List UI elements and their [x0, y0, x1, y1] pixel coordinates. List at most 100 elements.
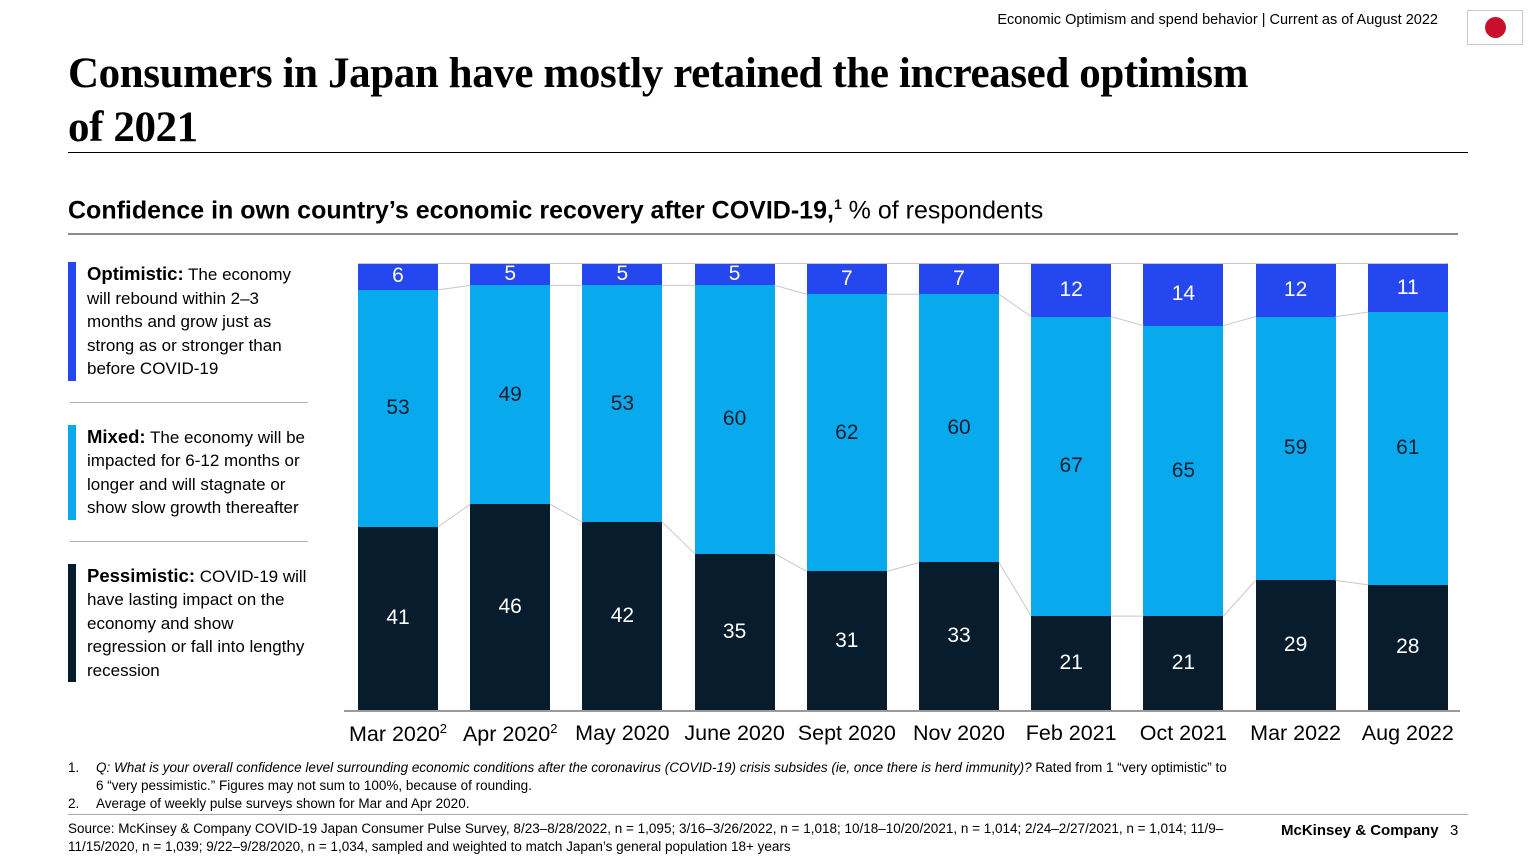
- legend-desc-mixed: The economy will be impacted for 6-12 mo…: [87, 427, 305, 518]
- segment-value: 65: [1171, 458, 1196, 482]
- segment-mixed: 49: [470, 285, 551, 505]
- legend-desc-pessimistic: COVID-19 will have lasting impact on the…: [87, 566, 307, 680]
- segment-optimistic: 7: [806, 263, 887, 295]
- segment-value: 6: [392, 264, 404, 288]
- segment-value: 7: [953, 266, 965, 290]
- japan-flag-icon: [1467, 10, 1523, 45]
- title-divider: [68, 152, 1468, 153]
- segment-value: 14: [1171, 282, 1196, 306]
- segment-value: 11: [1396, 275, 1419, 299]
- x-axis-label: Apr 20202: [462, 721, 558, 747]
- legend-divider: [70, 401, 308, 403]
- segment-optimistic: 12: [1031, 263, 1112, 317]
- segment-mixed: 60: [919, 294, 999, 563]
- page-title-line2: of 2021: [68, 104, 198, 151]
- bar-nov-2020: 7 60 33: [919, 263, 999, 710]
- legend-item-mixed: Mixed: The economy will be impacted for …: [68, 424, 316, 520]
- chart-subtitle-bold: Confidence in own country’s economic rec…: [68, 196, 834, 225]
- segment-pessimistic: 35: [694, 553, 775, 710]
- segment-pessimistic: 21: [1143, 616, 1224, 710]
- page-number: 3: [1450, 822, 1459, 839]
- segment-optimistic: 5: [470, 263, 551, 286]
- bar-aug-2022: 11 61 28: [1367, 263, 1448, 710]
- legend-divider: [70, 540, 308, 542]
- footnote-1-rest: Rated from 1 “very optimistic” to 6 “ver…: [96, 760, 1227, 793]
- legend-swatch-pessimistic: [68, 563, 76, 682]
- legend-label-optimistic: Optimistic:: [87, 263, 184, 284]
- segment-pessimistic: 33: [919, 562, 999, 710]
- segment-mixed: 61: [1367, 312, 1448, 585]
- company-logo-text: McKinsey & Company: [1281, 822, 1439, 839]
- segment-optimistic: 5: [694, 263, 775, 286]
- legend-text-mixed: Mixed: The economy will be impacted for …: [87, 425, 316, 520]
- segment-value: 46: [498, 595, 522, 619]
- footnote-1-number: 1.: [68, 760, 80, 775]
- segment-pessimistic: 21: [1031, 616, 1112, 710]
- segment-value: 28: [1396, 635, 1420, 659]
- segment-value: 21: [1171, 651, 1196, 675]
- segment-pessimistic: 46: [470, 504, 551, 710]
- x-axis-label: Mar 2022: [1250, 721, 1342, 745]
- x-axis-label: Oct 2021: [1139, 721, 1228, 745]
- chart-subtitle-footnote-mark: 1: [833, 196, 842, 212]
- x-axis-footnote-mark: 2: [550, 721, 558, 736]
- footnote-1: 1. Q: What is your overall confidence le…: [68, 759, 1236, 795]
- footnote-1-text: Q: What is your overall confidence level…: [96, 759, 1236, 795]
- legend-swatch-mixed: [68, 424, 76, 520]
- legend-label-pessimistic: Pessimistic:: [87, 564, 195, 586]
- segment-value: 21: [1059, 651, 1083, 675]
- segment-value: 53: [386, 396, 410, 420]
- footnote-1-question: Q: What is your overall confidence level…: [96, 760, 1032, 775]
- segment-value: 49: [498, 382, 522, 406]
- subtitle-divider: [68, 233, 1458, 235]
- segment-value: 12: [1283, 277, 1308, 301]
- chart-legend: Optimistic: The economy will rebound wit…: [68, 262, 316, 682]
- bar-may-2020: 5 53 42: [582, 263, 663, 710]
- segment-value: 7: [840, 266, 853, 290]
- x-axis-label: May 2020: [575, 721, 670, 745]
- source-note: Source: McKinsey & Company COVID-19 Japa…: [68, 821, 1224, 854]
- footnotes: 1. Q: What is your overall confidence le…: [68, 759, 1236, 813]
- x-axis-footnote-mark: 2: [439, 721, 448, 736]
- segment-mixed: 60: [694, 285, 775, 554]
- segment-pessimistic: 31: [806, 571, 887, 710]
- segment-value: 53: [610, 391, 635, 415]
- segment-value: 31: [835, 628, 859, 652]
- x-axis-line: [344, 710, 1460, 712]
- page-title-line1: Consumers in Japan have mostly retained …: [68, 50, 1249, 97]
- japan-flag-circle: [1484, 17, 1506, 38]
- segment-value: 61: [1396, 436, 1420, 460]
- segment-value: 12: [1059, 277, 1083, 301]
- segment-value: 33: [947, 624, 971, 648]
- page-title: Consumers in Japan have mostly retained …: [68, 47, 1468, 155]
- segment-pessimistic: 42: [582, 522, 663, 710]
- bar-mar-2020: 6 53 41: [358, 263, 438, 710]
- footnote-2: 2. Average of weekly pulse surveys shown…: [68, 795, 1236, 813]
- segment-value: 67: [1059, 454, 1083, 478]
- header-meta: Economic Optimism and spend behavior | C…: [997, 12, 1438, 28]
- legend-item-pessimistic: Pessimistic: COVID-19 will have lasting …: [68, 563, 316, 682]
- x-axis-label: Feb 2021: [1025, 721, 1117, 745]
- segment-value: 60: [947, 416, 971, 440]
- segment-optimistic: 11: [1367, 263, 1448, 313]
- x-axis-label: June 2020: [684, 721, 785, 745]
- segment-mixed: 62: [806, 294, 887, 572]
- x-axis-label: Mar 20202: [348, 721, 448, 747]
- segment-pessimistic: 28: [1367, 584, 1448, 710]
- segment-value: 5: [616, 263, 629, 286]
- segment-optimistic: 14: [1143, 263, 1224, 326]
- footnote-2-number: 2.: [68, 796, 80, 811]
- legend-item-optimistic: Optimistic: The economy will rebound wit…: [68, 262, 316, 381]
- bar-apr-2020: 5 49 46: [470, 263, 551, 710]
- legend-desc-optimistic: The economy will rebound within 2–3 mont…: [87, 265, 292, 378]
- footer-divider: [68, 814, 1468, 815]
- x-axis-label: Aug 2022: [1361, 721, 1454, 745]
- segment-value: 41: [386, 606, 410, 630]
- segment-mixed: 59: [1255, 316, 1336, 581]
- legend-swatch-optimistic: [68, 262, 76, 381]
- footnote-2-text: Average of weekly pulse surveys shown fo…: [96, 796, 470, 811]
- segment-optimistic: 6: [358, 263, 438, 290]
- stacked-bar-chart: 6 53 41 5 49 46 5 53 42 5 60 35 7 62 31 7 60 33 12 67 21 14 65…: [344, 263, 1460, 746]
- bar-oct-2021: 14 65 21: [1143, 263, 1224, 710]
